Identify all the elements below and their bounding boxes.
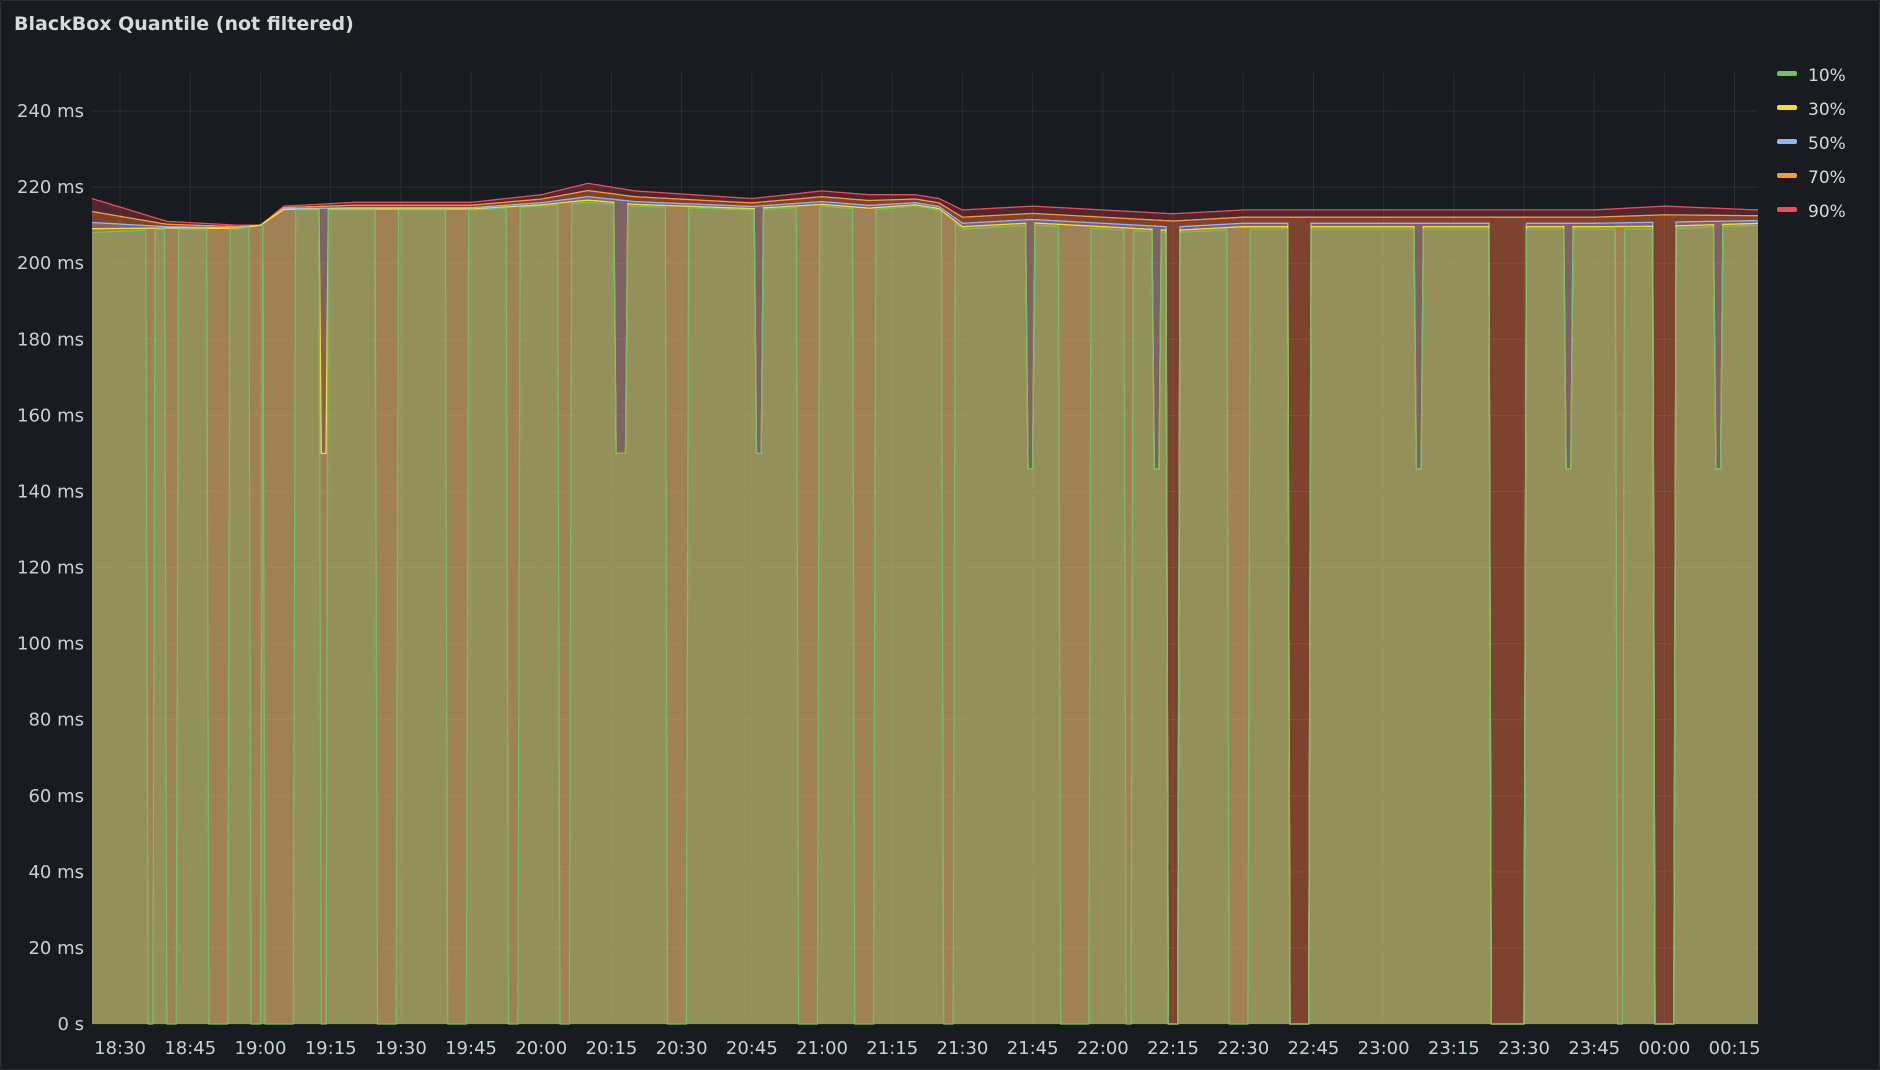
x-tick-label: 22:15 bbox=[1147, 1038, 1199, 1059]
legend-swatch-50 bbox=[1777, 139, 1797, 144]
y-tick-label: 240 ms bbox=[17, 101, 84, 122]
legend-swatch-30 bbox=[1777, 105, 1797, 110]
x-tick-label: 19:00 bbox=[235, 1038, 287, 1059]
x-tick-label: 21:30 bbox=[937, 1038, 989, 1059]
legend-label-50: 50% bbox=[1808, 134, 1846, 154]
series-line-30 bbox=[91, 199, 1759, 1025]
y-tick-label: 160 ms bbox=[17, 405, 84, 426]
x-tick-label: 19:30 bbox=[375, 1038, 427, 1059]
x-tick-label: 18:30 bbox=[94, 1038, 146, 1059]
x-tick-label: 23:15 bbox=[1428, 1038, 1480, 1059]
x-tick-label: 00:00 bbox=[1638, 1038, 1690, 1059]
legend-label-30: 30% bbox=[1808, 100, 1846, 120]
x-tick-label: 20:30 bbox=[656, 1038, 708, 1059]
y-tick-label: 200 ms bbox=[17, 253, 84, 274]
x-tick-label: 19:45 bbox=[445, 1038, 497, 1059]
x-tick-label: 20:15 bbox=[586, 1038, 638, 1059]
y-tick-label: 80 ms bbox=[28, 710, 84, 731]
x-tick-label: 20:45 bbox=[726, 1038, 778, 1059]
x-tick-label: 23:00 bbox=[1358, 1038, 1410, 1059]
y-tick-label: 40 ms bbox=[28, 862, 84, 883]
x-tick-label: 21:00 bbox=[796, 1038, 848, 1059]
legend-label-10: 10% bbox=[1808, 66, 1846, 86]
x-tick-label: 23:30 bbox=[1498, 1038, 1550, 1059]
x-tick-label: 22:45 bbox=[1287, 1038, 1339, 1059]
panel-title: BlackBox Quantile (not filtered) bbox=[14, 13, 354, 35]
x-tick-label: 20:00 bbox=[515, 1038, 567, 1059]
series-area-10 bbox=[92, 202, 1758, 1025]
y-tick-label: 60 ms bbox=[28, 786, 84, 807]
x-tick-label: 00:15 bbox=[1709, 1038, 1761, 1059]
x-tick-label: 23:45 bbox=[1568, 1038, 1620, 1059]
y-tick-label: 220 ms bbox=[17, 177, 84, 198]
series-line-90 bbox=[91, 182, 1759, 226]
x-tick-label: 19:15 bbox=[305, 1038, 357, 1059]
legend-swatch-10 bbox=[1777, 71, 1797, 76]
series-line-50 bbox=[91, 195, 1758, 1025]
legend-label-70: 70% bbox=[1808, 168, 1846, 188]
legend-label-90: 90% bbox=[1808, 202, 1846, 222]
y-tick-label: 120 ms bbox=[17, 558, 84, 579]
y-tick-label: 20 ms bbox=[28, 938, 84, 959]
x-tick-label: 18:45 bbox=[164, 1038, 216, 1059]
x-tick-label: 21:45 bbox=[1007, 1038, 1059, 1059]
y-tick-label: 100 ms bbox=[17, 634, 84, 655]
y-tick-label: 180 ms bbox=[17, 329, 84, 350]
series-line-10 bbox=[91, 201, 1759, 1025]
x-tick-label: 21:15 bbox=[866, 1038, 918, 1059]
y-tick-label: 140 ms bbox=[17, 481, 84, 502]
legend-swatch-90 bbox=[1777, 207, 1797, 212]
y-tick-label: 0 s bbox=[57, 1014, 84, 1035]
series-line-70 bbox=[91, 189, 1758, 228]
legend-swatch-70 bbox=[1777, 173, 1797, 178]
x-tick-label: 22:30 bbox=[1217, 1038, 1269, 1059]
x-tick-label: 22:00 bbox=[1077, 1038, 1129, 1059]
